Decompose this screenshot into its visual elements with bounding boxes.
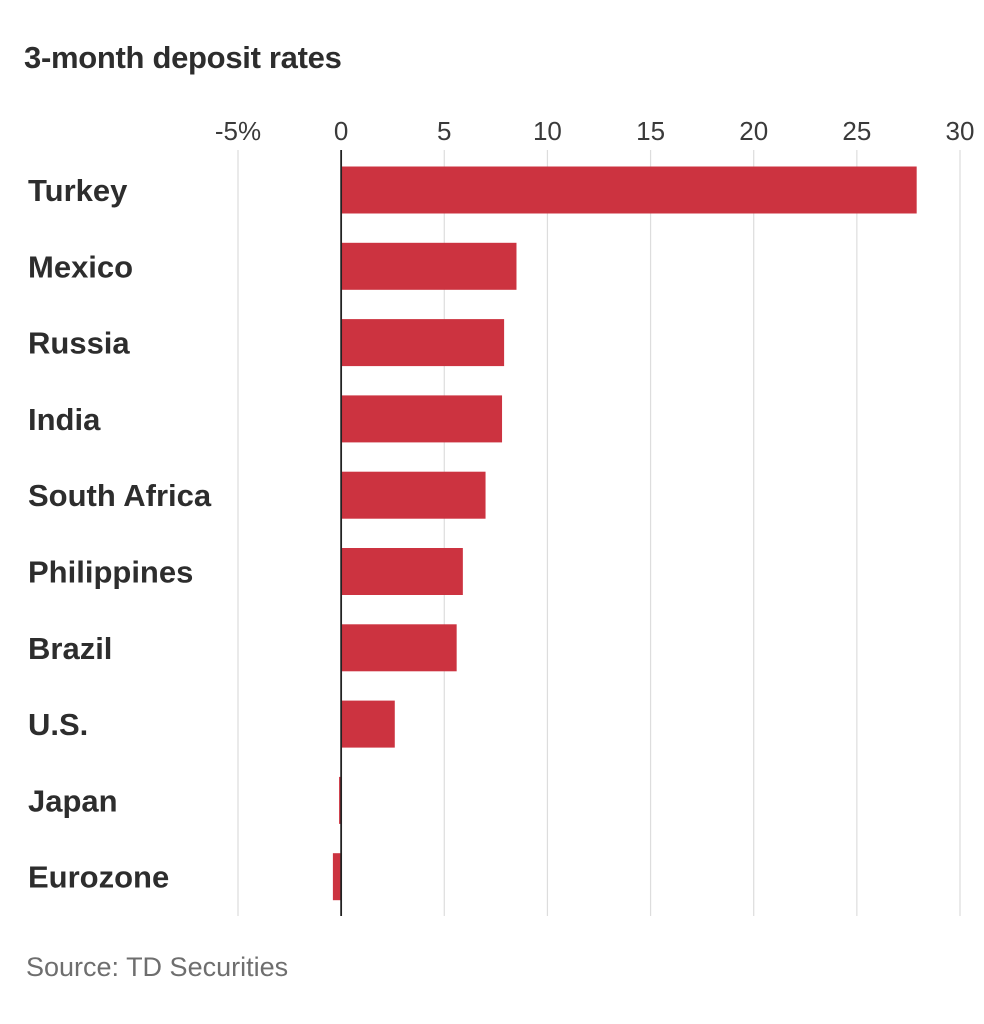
- category-label: South Africa: [28, 478, 212, 513]
- source-note: Source: TD Securities: [26, 952, 289, 982]
- x-tick-label: 5: [437, 116, 451, 146]
- x-tick-label: -5%: [215, 116, 261, 146]
- bar-brazil: [341, 624, 457, 672]
- category-label: Brazil: [28, 631, 112, 666]
- x-tick-label: 10: [533, 116, 562, 146]
- category-label: U.S.: [28, 707, 88, 742]
- category-label: Eurozone: [28, 860, 169, 895]
- category-label: Russia: [28, 326, 130, 361]
- category-label: Mexico: [28, 249, 133, 284]
- bar-japan: [339, 776, 342, 824]
- bar-india: [341, 395, 503, 443]
- category-label: Japan: [28, 783, 118, 818]
- x-tick-label: 15: [636, 116, 665, 146]
- bar-turkey: [341, 166, 917, 214]
- category-labels: Turkey Mexico Russia India South Africa Phili…: [28, 173, 212, 895]
- chart-title: 3-month deposit rates: [24, 40, 342, 75]
- bar-philippines: [341, 548, 463, 595]
- bar-south-africa: [341, 471, 486, 519]
- bar-eurozone: [332, 853, 342, 901]
- x-tick-label: 0: [334, 116, 348, 146]
- x-tick-label: 25: [842, 116, 871, 146]
- bar-russia: [341, 319, 505, 367]
- x-tick-label: 20: [739, 116, 768, 146]
- category-label: Turkey: [28, 173, 128, 208]
- bar-u-s: [341, 700, 395, 748]
- category-label: India: [28, 402, 101, 437]
- x-axis-ticks: -5% 0 5 10 15 20 25 30: [215, 116, 975, 146]
- category-label: Philippines: [28, 555, 193, 590]
- x-tick-label: 30: [946, 116, 975, 146]
- bar-mexico: [341, 242, 517, 290]
- bars: [332, 166, 917, 901]
